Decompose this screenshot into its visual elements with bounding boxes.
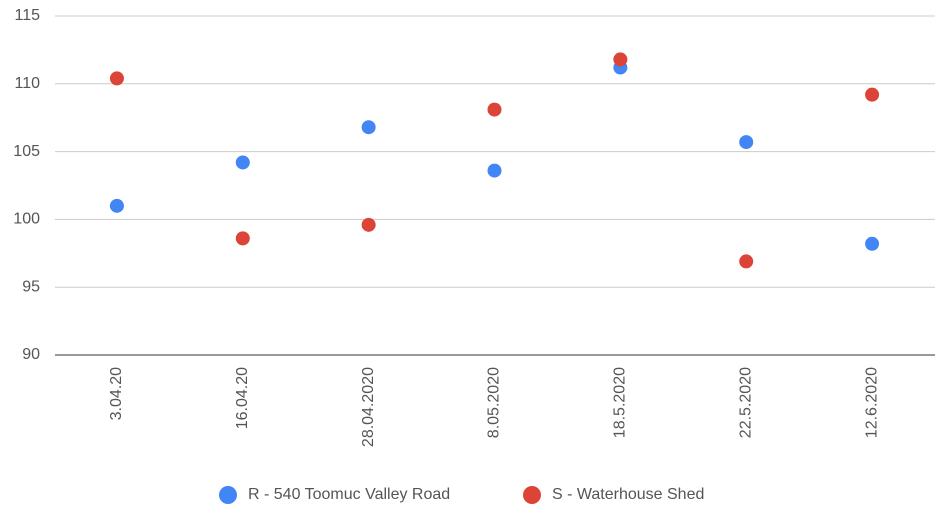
x-tick-label: 28.04.2020 [360, 367, 377, 447]
point [235, 231, 250, 246]
point [109, 198, 124, 213]
x-tick-label: 18.5.2020 [612, 367, 629, 438]
point [235, 155, 250, 170]
point [739, 135, 754, 150]
x-tick-label: 12.6.2020 [863, 367, 880, 438]
y-tick-label: 95 [22, 278, 40, 295]
point [865, 236, 880, 251]
y-tick-label: 115 [14, 7, 40, 24]
legend-marker [219, 486, 237, 504]
x-tick-label: 3.04.20 [108, 367, 125, 420]
x-tick-label: 8.05.2020 [486, 367, 503, 438]
point [487, 163, 502, 178]
legend-marker [523, 486, 541, 504]
point [739, 254, 754, 269]
point [487, 102, 502, 117]
x-tick-label: 16.04.20 [234, 367, 251, 429]
point [109, 71, 124, 86]
legend-label: R - 540 Toomuc Valley Road [248, 486, 450, 503]
y-tick-label: 90 [22, 346, 40, 363]
x-tick-label: 22.5.2020 [737, 367, 754, 438]
point [361, 120, 376, 135]
legend-label: S - Waterhouse Shed [552, 486, 704, 503]
point [865, 87, 880, 102]
y-tick-label: 105 [13, 143, 40, 160]
point [361, 217, 376, 232]
point [613, 52, 628, 67]
y-tick-label: 110 [14, 75, 40, 92]
y-tick-label: 100 [13, 211, 40, 228]
